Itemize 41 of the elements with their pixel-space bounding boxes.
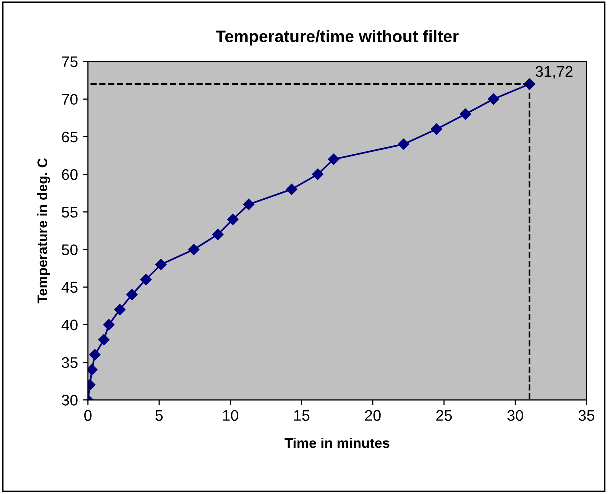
point: [431, 124, 442, 136]
y-tick-label: 70: [62, 94, 78, 106]
y-tick-label: 35: [62, 357, 78, 368]
point: [398, 138, 410, 150]
x-tick-label: 35: [578, 410, 595, 422]
y-tick-label: 60: [62, 169, 78, 180]
y-tick-label: 50: [62, 244, 78, 256]
y-tick-label: 65: [62, 132, 78, 143]
x-axis-title: Time in minutes: [284, 438, 390, 448]
point: [126, 289, 138, 300]
point: [114, 304, 126, 316]
point: [90, 349, 101, 361]
point: [88, 364, 98, 376]
y-axis-title: Temperature in deg. C: [37, 158, 50, 304]
point: [312, 168, 324, 180]
point: [103, 319, 115, 331]
point: [488, 94, 500, 105]
annotation: 31,72: [536, 66, 573, 79]
x-tick-label: 30: [508, 410, 524, 422]
point: [212, 229, 224, 240]
point: [155, 259, 167, 270]
point: [140, 274, 152, 286]
point: [460, 108, 472, 120]
x-tick-label: 5: [156, 410, 163, 422]
chart-title: Temperature/time without filter: [216, 30, 459, 46]
point: [227, 214, 239, 226]
point: [243, 199, 255, 210]
y-tick-label: 45: [62, 282, 78, 294]
x-tick-label: 25: [436, 410, 452, 422]
x-tick-label: 20: [365, 410, 381, 422]
point: [188, 244, 200, 256]
y-tick-label: 75: [62, 56, 78, 68]
y-tick-label: 30: [62, 395, 78, 406]
y-tick-label: 55: [62, 207, 78, 218]
point: [328, 154, 340, 166]
x-tick-label: 0: [84, 410, 92, 422]
point: [286, 184, 298, 196]
x-tick-label: 10: [223, 410, 239, 422]
x-tick-label: 15: [294, 410, 310, 422]
y-tick-label: 40: [62, 320, 78, 331]
point: [98, 334, 110, 346]
